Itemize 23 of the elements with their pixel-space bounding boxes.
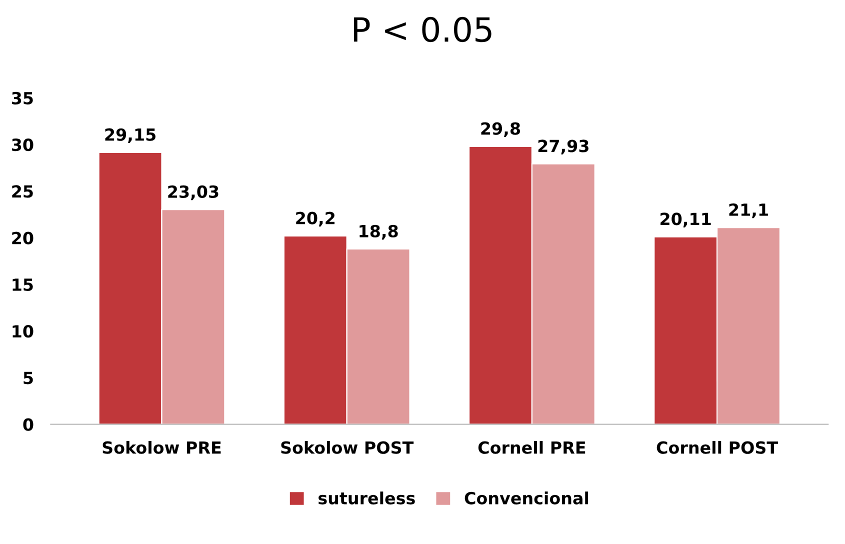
y-tick-label: 10 bbox=[12, 325, 34, 338]
data-label: 27,93 bbox=[538, 140, 588, 154]
legend-label: sutureless bbox=[318, 492, 415, 504]
y-tick-label: 25 bbox=[12, 185, 33, 198]
y-tick-label: 30 bbox=[12, 138, 34, 152]
x-tick-label: Sokolow PRE bbox=[102, 440, 221, 454]
data-label: 20,11 bbox=[660, 212, 711, 228]
y-tick-label: 0 bbox=[23, 418, 34, 431]
data-label: 20,2 bbox=[296, 212, 334, 227]
y-tick-label: 15 bbox=[12, 278, 33, 292]
data-label: 29,15 bbox=[105, 128, 156, 144]
data-label: 29,8 bbox=[481, 122, 520, 137]
y-tick-label: 20 bbox=[12, 232, 34, 244]
data-label: 21,1 bbox=[729, 203, 768, 218]
legend-label: Convencional bbox=[464, 492, 588, 504]
y-tick-label: 35 bbox=[12, 92, 33, 104]
x-tick-label: Cornell POST bbox=[656, 440, 778, 454]
data-label: 23,03 bbox=[168, 185, 218, 200]
data-label: 18,8 bbox=[360, 224, 398, 240]
x-tick-label: Cornell PRE bbox=[478, 440, 586, 454]
x-tick-label: Sokolow POST bbox=[281, 440, 414, 454]
y-tick-label: 5 bbox=[24, 372, 33, 384]
chart-title: P < 0.05 bbox=[354, 16, 492, 42]
